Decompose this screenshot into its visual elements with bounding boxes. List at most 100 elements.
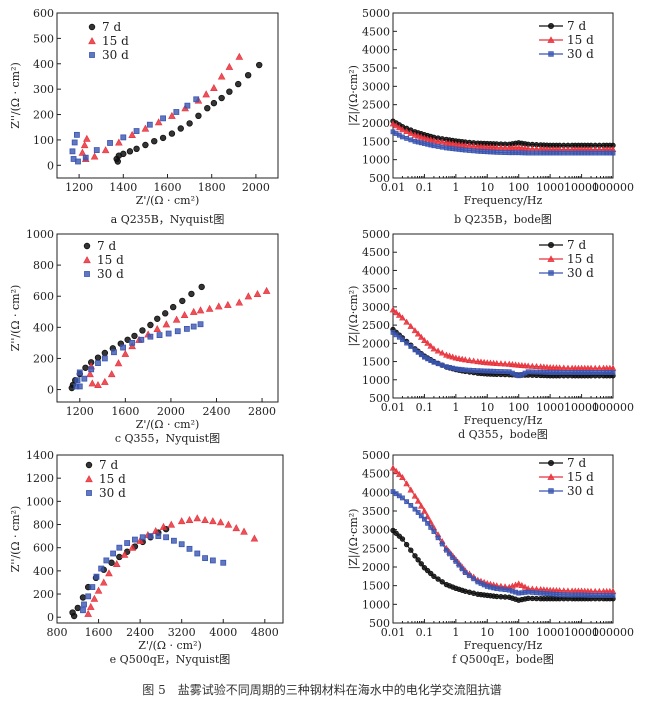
data-point bbox=[417, 333, 425, 340]
y-tick-label: 5000 bbox=[362, 449, 390, 462]
data-point bbox=[412, 347, 418, 353]
x-tick-label: 0.1 bbox=[416, 401, 434, 414]
data-point bbox=[253, 289, 262, 297]
legend-item: 7 d bbox=[88, 20, 121, 34]
data-point bbox=[396, 124, 403, 131]
y-tick-label: 1500 bbox=[362, 580, 390, 593]
data-point bbox=[116, 544, 123, 551]
y-tick-label: 3000 bbox=[362, 524, 390, 537]
data-point bbox=[470, 142, 477, 149]
data-point bbox=[165, 330, 172, 337]
x-tick-label: 10000 bbox=[564, 181, 599, 194]
data-point bbox=[177, 125, 184, 132]
data-point bbox=[188, 290, 195, 298]
y-tick-label: 300 bbox=[33, 83, 54, 96]
data-point bbox=[403, 318, 410, 325]
legend-item: 7 d bbox=[539, 19, 586, 33]
y-axis-label: |Z|/(Ω·cm²) bbox=[347, 286, 361, 347]
data-point bbox=[389, 464, 397, 471]
x-tick-label: 1000 bbox=[536, 401, 564, 414]
data-point bbox=[82, 364, 89, 371]
data-point bbox=[525, 589, 531, 595]
data-point bbox=[154, 118, 163, 126]
data-point bbox=[497, 360, 505, 367]
data-point bbox=[392, 122, 400, 129]
data-point bbox=[396, 311, 403, 318]
data-point bbox=[220, 559, 227, 566]
y-tick-label: 400 bbox=[33, 321, 54, 334]
legend-item: 15 d bbox=[539, 252, 594, 266]
data-point bbox=[115, 138, 123, 146]
data-point bbox=[412, 553, 418, 559]
legend-label: 15 d bbox=[99, 472, 126, 486]
data-point bbox=[466, 142, 473, 149]
data-point bbox=[244, 292, 253, 300]
data-point bbox=[422, 516, 427, 522]
data-point bbox=[502, 369, 508, 375]
data-point bbox=[81, 375, 88, 382]
data-point bbox=[392, 309, 400, 316]
y-tick-label: 2000 bbox=[362, 337, 390, 350]
data-point bbox=[197, 321, 204, 328]
legend-item: 15 d bbox=[85, 472, 126, 486]
data-point bbox=[592, 370, 598, 375]
data-point bbox=[128, 543, 137, 551]
data-point bbox=[408, 137, 414, 143]
data-point bbox=[529, 150, 535, 156]
data-point bbox=[424, 339, 431, 346]
data-point bbox=[120, 150, 127, 158]
data-point bbox=[73, 131, 80, 138]
data-point bbox=[390, 329, 396, 335]
x-axis-label: Z'/(Ω · cm²) bbox=[136, 418, 200, 431]
data-point bbox=[93, 573, 100, 580]
data-point bbox=[235, 80, 242, 88]
chart-e: 800 1600 2400 3200 4000 4800 0 200 400 600 800 1000… bbox=[9, 449, 284, 666]
data-point bbox=[76, 383, 83, 390]
y-tick-label: 2500 bbox=[362, 319, 390, 332]
data-point bbox=[74, 377, 81, 384]
data-point bbox=[195, 112, 202, 120]
series-15d bbox=[84, 514, 259, 617]
data-point bbox=[168, 130, 176, 137]
x-tick-label: 1600 bbox=[154, 181, 182, 194]
legend-item: 15 d bbox=[83, 253, 124, 267]
data-point bbox=[407, 322, 415, 329]
data-point bbox=[196, 306, 205, 314]
data-point bbox=[75, 158, 81, 165]
y-tick-label: 2500 bbox=[362, 542, 390, 555]
data-point bbox=[425, 520, 430, 526]
y-axis-label: Z''/(Ω · cm²) bbox=[9, 62, 22, 129]
subfigure-caption: b Q235B，bode图 bbox=[454, 213, 552, 226]
legend-item: 7 d bbox=[539, 456, 586, 470]
x-axis-label: Frequency/Hz bbox=[464, 639, 543, 652]
data-point bbox=[95, 360, 101, 367]
legend-item: 30 d bbox=[86, 486, 126, 500]
x-tick-label: 1 bbox=[452, 181, 459, 194]
data-point bbox=[162, 310, 169, 317]
x-tick-label: 4800 bbox=[251, 626, 279, 639]
y-tick-label: 500 bbox=[369, 172, 390, 185]
data-point bbox=[88, 366, 95, 373]
legend-marker bbox=[85, 461, 93, 469]
legend-marker bbox=[547, 255, 555, 262]
x-tick-label: 2800 bbox=[248, 405, 276, 418]
y-tick-label: 4000 bbox=[362, 44, 390, 57]
data-point bbox=[518, 581, 526, 589]
data-point bbox=[82, 154, 89, 161]
data-point bbox=[250, 534, 259, 542]
series-30d bbox=[390, 489, 616, 598]
data-point bbox=[565, 370, 571, 375]
data-point bbox=[162, 320, 171, 328]
x-tick-label: 1200 bbox=[65, 181, 93, 194]
data-point bbox=[138, 336, 145, 343]
data-point bbox=[101, 349, 109, 357]
y-tick-label: 3000 bbox=[362, 301, 390, 314]
data-point bbox=[414, 330, 422, 337]
data-point bbox=[146, 121, 153, 128]
data-point bbox=[403, 541, 410, 548]
data-point bbox=[156, 332, 163, 339]
y-axis-label: Z''/(Ω · cm²) bbox=[9, 506, 22, 573]
data-point bbox=[462, 356, 469, 363]
legend-item: 30 d bbox=[539, 266, 594, 280]
